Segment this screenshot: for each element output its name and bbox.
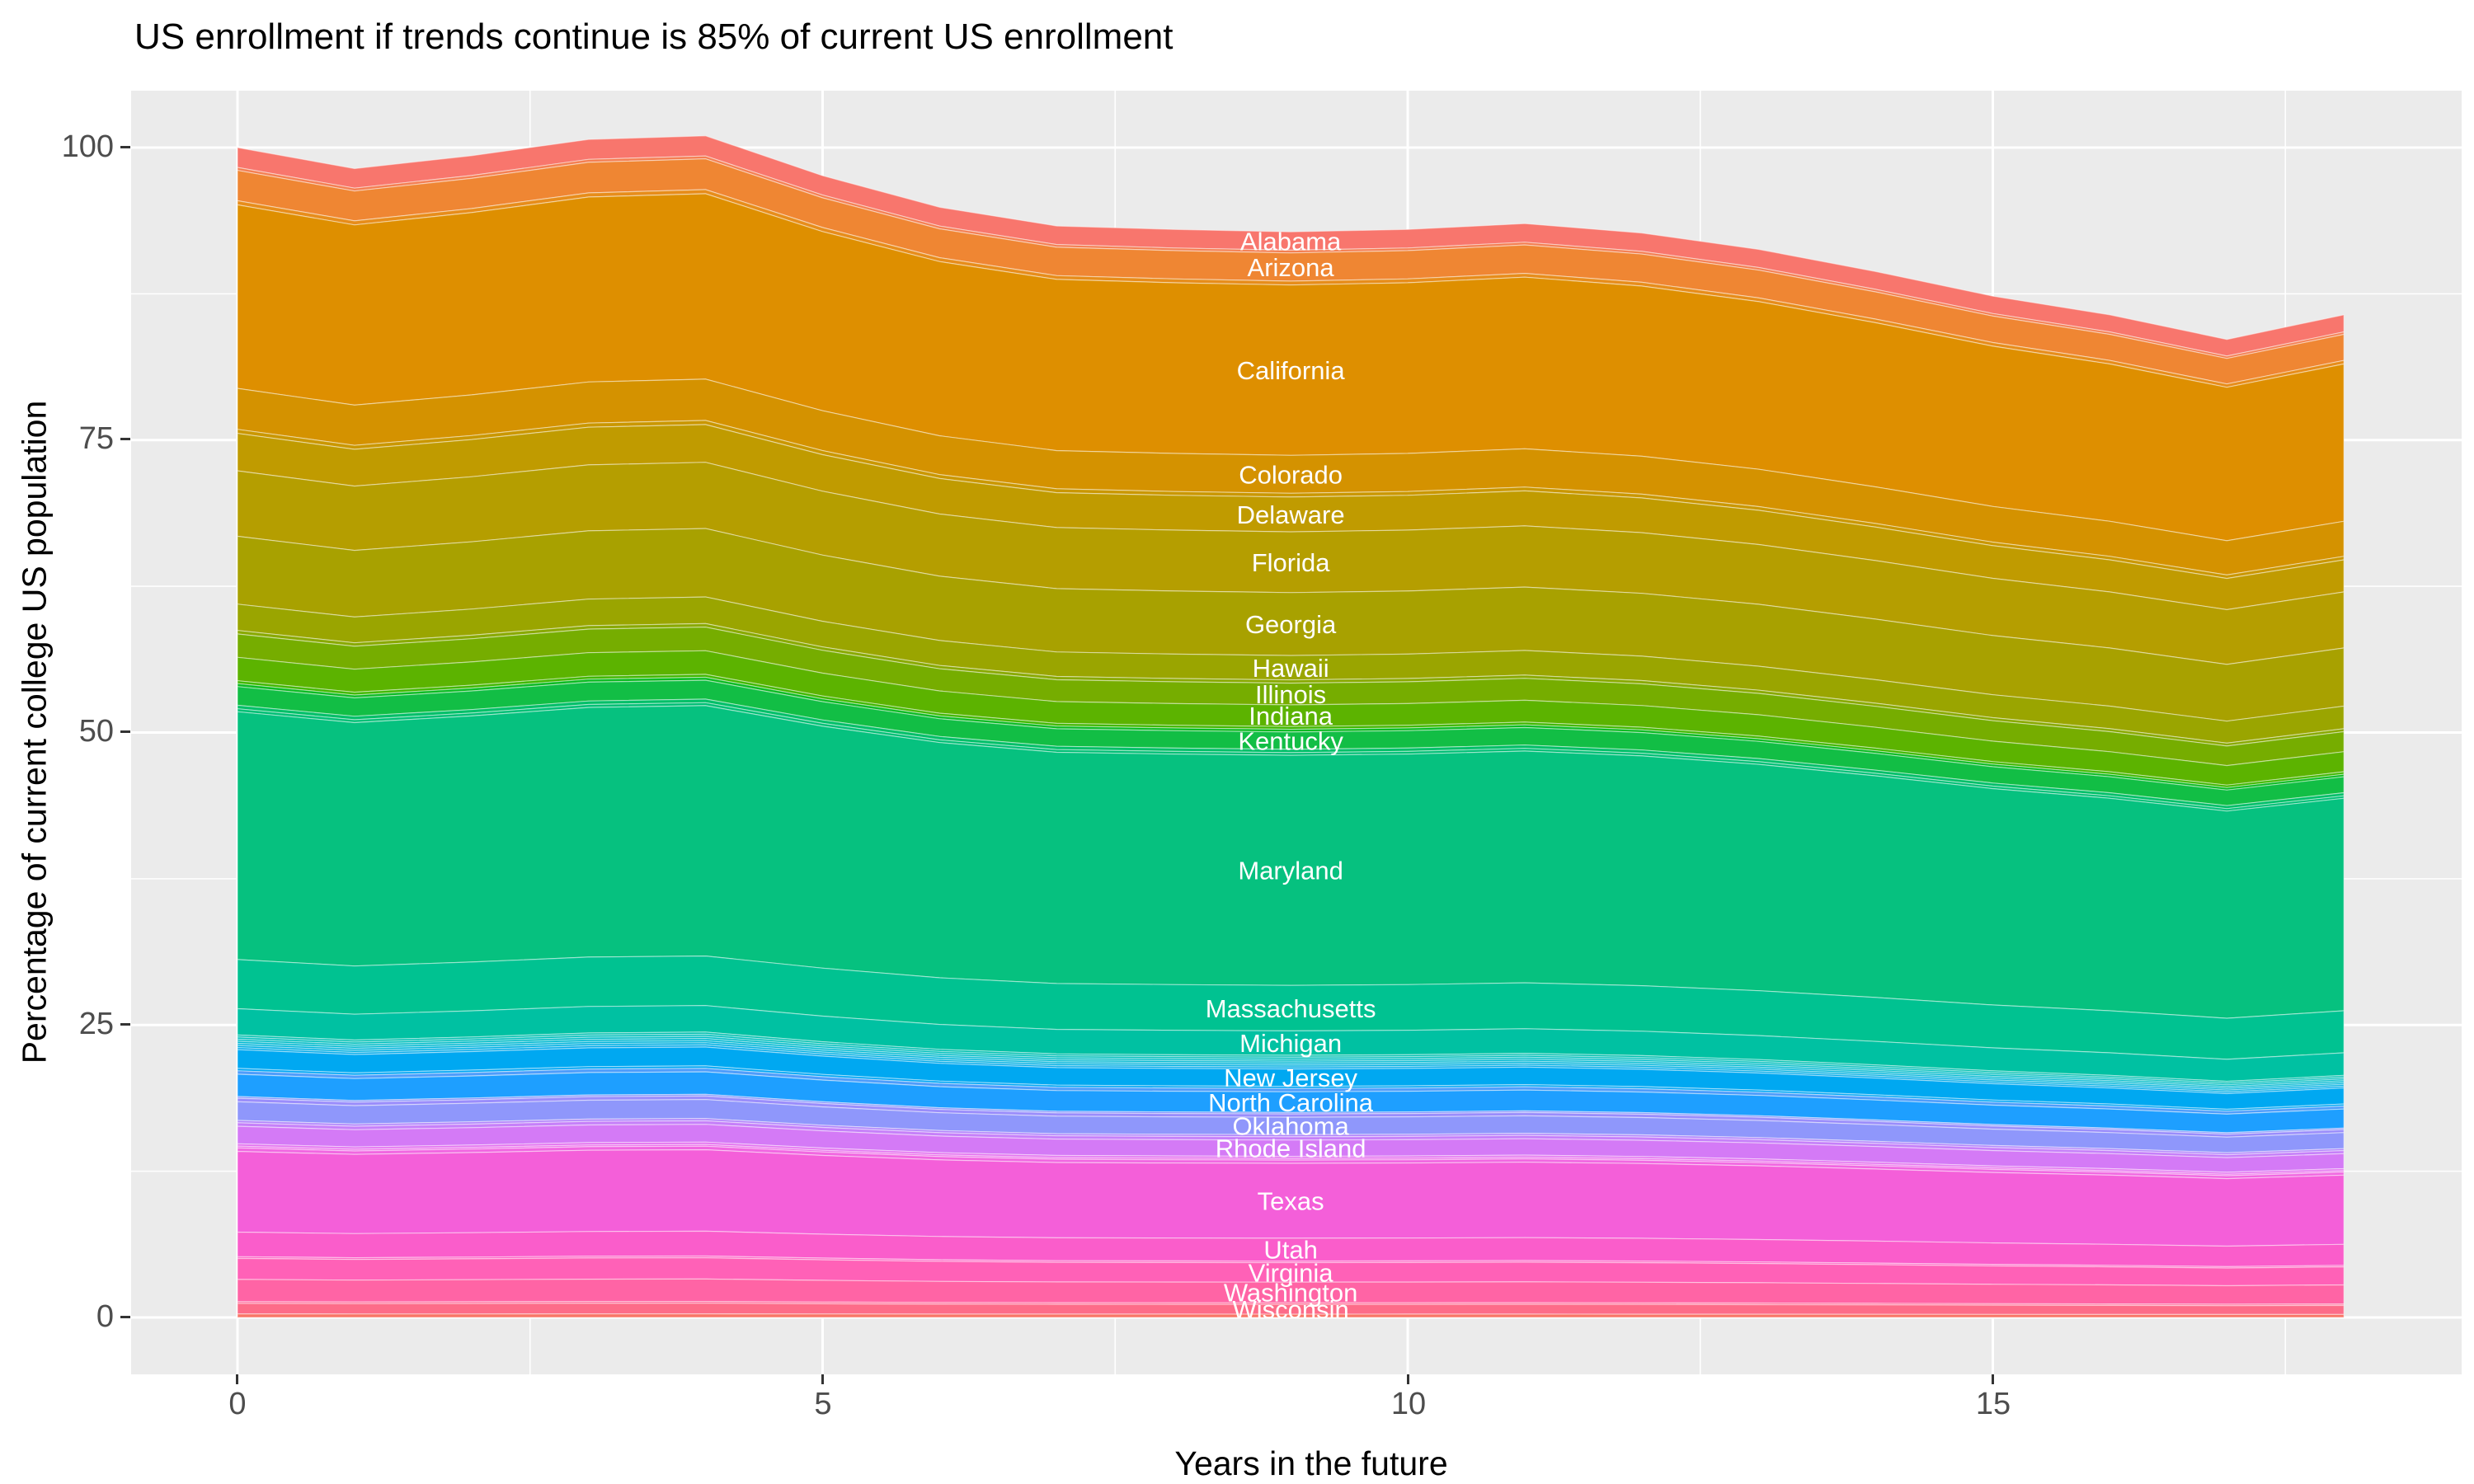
band-label-wisconsin: Wisconsin: [1232, 1295, 1348, 1324]
x-tick-mark-15: [1992, 1374, 1994, 1384]
band-label-massachusetts: Massachusetts: [1206, 994, 1376, 1023]
x-axis-title: Years in the future: [0, 1444, 2474, 1483]
band-label-florida: Florida: [1252, 548, 1331, 577]
band-label-california: California: [1237, 356, 1346, 385]
y-tick-label-0: 0: [96, 1299, 114, 1334]
y-tick-label-50: 50: [78, 714, 114, 749]
y-tick-label-100: 100: [61, 129, 114, 164]
band-label-new-jersey: New Jersey: [1224, 1064, 1357, 1092]
x-axis-title-text: Years in the future: [1174, 1444, 1448, 1482]
band-label-kentucky: Kentucky: [1238, 726, 1343, 755]
x-tick-label-10: 10: [1390, 1387, 1427, 1421]
x-tick-mark-5: [821, 1374, 824, 1384]
y-tick-mark-25: [120, 1023, 130, 1026]
band-label-arizona: Arizona: [1248, 253, 1335, 282]
y-tick-mark-0: [120, 1316, 130, 1318]
band-label-hawaii: Hawaii: [1253, 654, 1329, 683]
band-label-michigan: Michigan: [1239, 1029, 1342, 1058]
band-label-illinois: Illinois: [1255, 680, 1326, 709]
y-tick-mark-100: [120, 146, 130, 148]
x-tick-label-15: 15: [1975, 1387, 2011, 1421]
x-tick-label-0: 0: [228, 1387, 247, 1421]
band-label-georgia: Georgia: [1245, 610, 1337, 639]
band-label-delaware: Delaware: [1237, 500, 1345, 529]
band-label-alabama: Alabama: [1240, 227, 1342, 256]
y-tick-mark-75: [120, 438, 130, 440]
y-tick-label-25: 25: [78, 1007, 114, 1041]
band-label-indiana: Indiana: [1249, 702, 1333, 730]
band-label-utah: Utah: [1263, 1236, 1317, 1265]
y-tick-label-75: 75: [78, 421, 114, 456]
band-label-oklahoma: Oklahoma: [1232, 1112, 1349, 1141]
band-label-washington: Washington: [1224, 1279, 1358, 1308]
band-label-north-carolina: North Carolina: [1208, 1088, 1374, 1117]
x-tick-mark-0: [236, 1374, 238, 1384]
y-tick-mark-50: [120, 730, 130, 733]
band-label-virginia: Virginia: [1249, 1258, 1334, 1287]
band-label-texas: Texas: [1258, 1187, 1324, 1216]
band-label-rhode-island: Rhode Island: [1216, 1134, 1366, 1163]
chart-title: US enrollment if trends continue is 85% …: [134, 16, 1174, 57]
band-label-maryland: Maryland: [1238, 857, 1343, 885]
x-tick-label-5: 5: [814, 1387, 832, 1421]
x-tick-mark-10: [1407, 1374, 1409, 1384]
band-label-colorado: Colorado: [1239, 460, 1343, 489]
area-wyoming: [237, 1313, 2345, 1318]
